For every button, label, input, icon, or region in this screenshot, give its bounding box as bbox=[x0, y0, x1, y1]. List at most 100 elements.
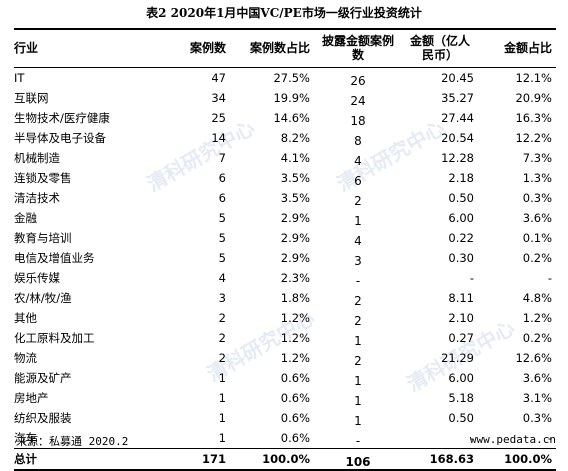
table-header-row: 行业 案例数 案例数占比 披露金额案例数 金额（亿人民币） 金额占比 bbox=[14, 29, 556, 67]
cell-industry: 化工原料及加工 bbox=[14, 330, 95, 345]
cell-amount: 0.50 bbox=[448, 190, 474, 205]
table-row: 纺织及服装 1 0.6% 1 0.50 0.3% bbox=[14, 408, 556, 428]
header-industry: 行业 bbox=[14, 41, 39, 56]
cell-cases: 6 bbox=[218, 170, 226, 185]
cell-amount-pct: 3.6% bbox=[522, 210, 552, 225]
cell-industry: 连锁及零售 bbox=[14, 170, 72, 185]
cell-disclosed: 4 bbox=[354, 153, 362, 168]
cell-case-pct: 0.6% bbox=[280, 370, 310, 385]
cell-amount: 8.11 bbox=[448, 290, 474, 305]
cell-amount-pct: - bbox=[547, 270, 552, 285]
cell-case-pct: 1.2% bbox=[280, 310, 310, 325]
table-row: 电信及增值业务 5 2.9% 3 0.30 0.2% bbox=[14, 248, 556, 268]
cell-industry: 能源及矿产 bbox=[14, 370, 72, 385]
cell-disclosed: 2 bbox=[354, 353, 362, 368]
cell-cases: 5 bbox=[218, 230, 226, 245]
cell-amount: 21.29 bbox=[441, 350, 474, 365]
cell-case-pct: 2.9% bbox=[280, 210, 310, 225]
cell-amount-pct: 0.2% bbox=[522, 250, 552, 265]
cell-cases: 3 bbox=[218, 290, 226, 305]
cell-disclosed: 1 bbox=[354, 393, 362, 408]
cell-amount-pct: 0.1% bbox=[522, 230, 552, 245]
cell-cases: 7 bbox=[218, 150, 226, 165]
cell-case-pct: 3.5% bbox=[280, 170, 310, 185]
cell-industry: 娱乐传媒 bbox=[14, 270, 60, 285]
cell-disclosed: 6 bbox=[354, 173, 362, 188]
cell-cases: 5 bbox=[218, 250, 226, 265]
cell-case-pct: 2.3% bbox=[280, 270, 310, 285]
cell-amount: 0.30 bbox=[448, 250, 474, 265]
cell-amount-pct: 0.3% bbox=[522, 190, 552, 205]
cell-industry: 生物技术/医疗健康 bbox=[14, 110, 110, 125]
cell-disclosed: 18 bbox=[350, 113, 366, 128]
cell-cases: 4 bbox=[218, 270, 226, 285]
table-row: 房地产 1 0.6% 1 5.18 3.1% bbox=[14, 388, 556, 408]
total-row: 总计 171 100.0% 106 168.63 100.0% bbox=[14, 448, 556, 470]
cell-disclosed: 1 bbox=[354, 413, 362, 428]
cell-cases: 5 bbox=[218, 210, 226, 225]
cell-case-pct: 2.9% bbox=[280, 250, 310, 265]
cell-amount: 2.18 bbox=[448, 170, 474, 185]
cell-case-pct: 0.6% bbox=[280, 390, 310, 405]
header-amount: 金额（亿人民币） bbox=[409, 34, 470, 63]
cell-industry: 互联网 bbox=[14, 90, 49, 105]
cell-amount-pct: 100.0% bbox=[504, 451, 552, 466]
table-row: 清洁技术 6 3.5% 2 0.50 0.3% bbox=[14, 188, 556, 208]
cell-amount: 27.44 bbox=[441, 110, 474, 125]
cell-amount: 0.27 bbox=[448, 330, 474, 345]
cell-disclosed: 106 bbox=[345, 454, 371, 469]
cell-case-pct: 1.2% bbox=[280, 330, 310, 345]
cell-amount-pct: 1.2% bbox=[522, 310, 552, 325]
cell-industry: 农/林/牧/渔 bbox=[14, 290, 72, 305]
source-note: 来源：私募通 2020.2 bbox=[16, 435, 129, 448]
header-amount-pct: 金额占比 bbox=[503, 41, 552, 56]
cell-industry: 机械制造 bbox=[14, 150, 60, 165]
cell-cases: 2 bbox=[218, 310, 226, 325]
cell-case-pct: 27.5% bbox=[273, 70, 310, 85]
cell-case-pct: 1.8% bbox=[280, 290, 310, 305]
industry-table: 行业 案例数 案例数占比 披露金额案例数 金额（亿人民币） 金额占比 IT 47 2… bbox=[14, 28, 556, 471]
cell-amount: 6.00 bbox=[448, 370, 474, 385]
cell-amount: 20.45 bbox=[441, 70, 474, 85]
cell-case-pct: 1.2% bbox=[280, 350, 310, 365]
cell-disclosed: - bbox=[355, 273, 361, 288]
cell-amount-pct: 0.3% bbox=[522, 410, 552, 425]
cell-case-pct: 0.6% bbox=[280, 410, 310, 425]
cell-disclosed: 2 bbox=[354, 193, 362, 208]
cell-industry: 总计 bbox=[14, 451, 37, 466]
table-row: 互联网 34 19.9% 24 35.27 20.9% bbox=[14, 88, 556, 108]
cell-disclosed: 1 bbox=[354, 213, 362, 228]
table-title: 表2 2020年1月中国VC/PE市场一级行业投资统计 bbox=[146, 6, 422, 20]
cell-amount: 168.63 bbox=[429, 451, 474, 466]
cell-case-pct: 100.0% bbox=[262, 451, 310, 466]
cell-amount-pct: 0.2% bbox=[522, 330, 552, 345]
cell-case-pct: 19.9% bbox=[273, 90, 310, 105]
cell-disclosed: 26 bbox=[350, 73, 366, 88]
cell-case-pct: 14.6% bbox=[273, 110, 310, 125]
cell-industry: 物流 bbox=[14, 350, 37, 365]
cell-cases: 171 bbox=[201, 451, 226, 466]
cell-amount: 20.54 bbox=[441, 130, 474, 145]
cell-cases: 1 bbox=[218, 370, 226, 385]
table-row: 农/林/牧/渔 3 1.8% 2 8.11 4.8% bbox=[14, 288, 556, 308]
cell-disclosed: 1 bbox=[354, 333, 362, 348]
cell-amount-pct: 16.3% bbox=[515, 110, 552, 125]
cell-industry: 其他 bbox=[14, 310, 37, 325]
table-row: 机械制造 7 4.1% 4 12.28 7.3% bbox=[14, 148, 556, 168]
cell-amount: 0.50 bbox=[448, 410, 474, 425]
cell-amount: 2.10 bbox=[448, 310, 474, 325]
cell-disclosed: 24 bbox=[350, 93, 366, 108]
table-row: 物流 2 1.2% 2 21.29 12.6% bbox=[14, 348, 556, 368]
table-row: 连锁及零售 6 3.5% 6 2.18 1.3% bbox=[14, 168, 556, 188]
table-row: 娱乐传媒 4 2.3% - - - bbox=[14, 268, 556, 288]
cell-disclosed: 1 bbox=[354, 373, 362, 388]
table-row: 教育与培训 5 2.9% 4 0.22 0.1% bbox=[14, 228, 556, 248]
cell-cases: 1 bbox=[218, 410, 226, 425]
cell-amount-pct: 12.1% bbox=[515, 70, 552, 85]
table-row: 其他 2 1.2% 2 2.10 1.2% bbox=[14, 308, 556, 328]
cell-amount-pct: - bbox=[547, 430, 552, 445]
cell-case-pct: 3.5% bbox=[280, 190, 310, 205]
cell-amount: 35.27 bbox=[441, 90, 474, 105]
table-row: 生物技术/医疗健康 25 14.6% 18 27.44 16.3% bbox=[14, 108, 556, 128]
cell-amount: 0.22 bbox=[448, 230, 474, 245]
